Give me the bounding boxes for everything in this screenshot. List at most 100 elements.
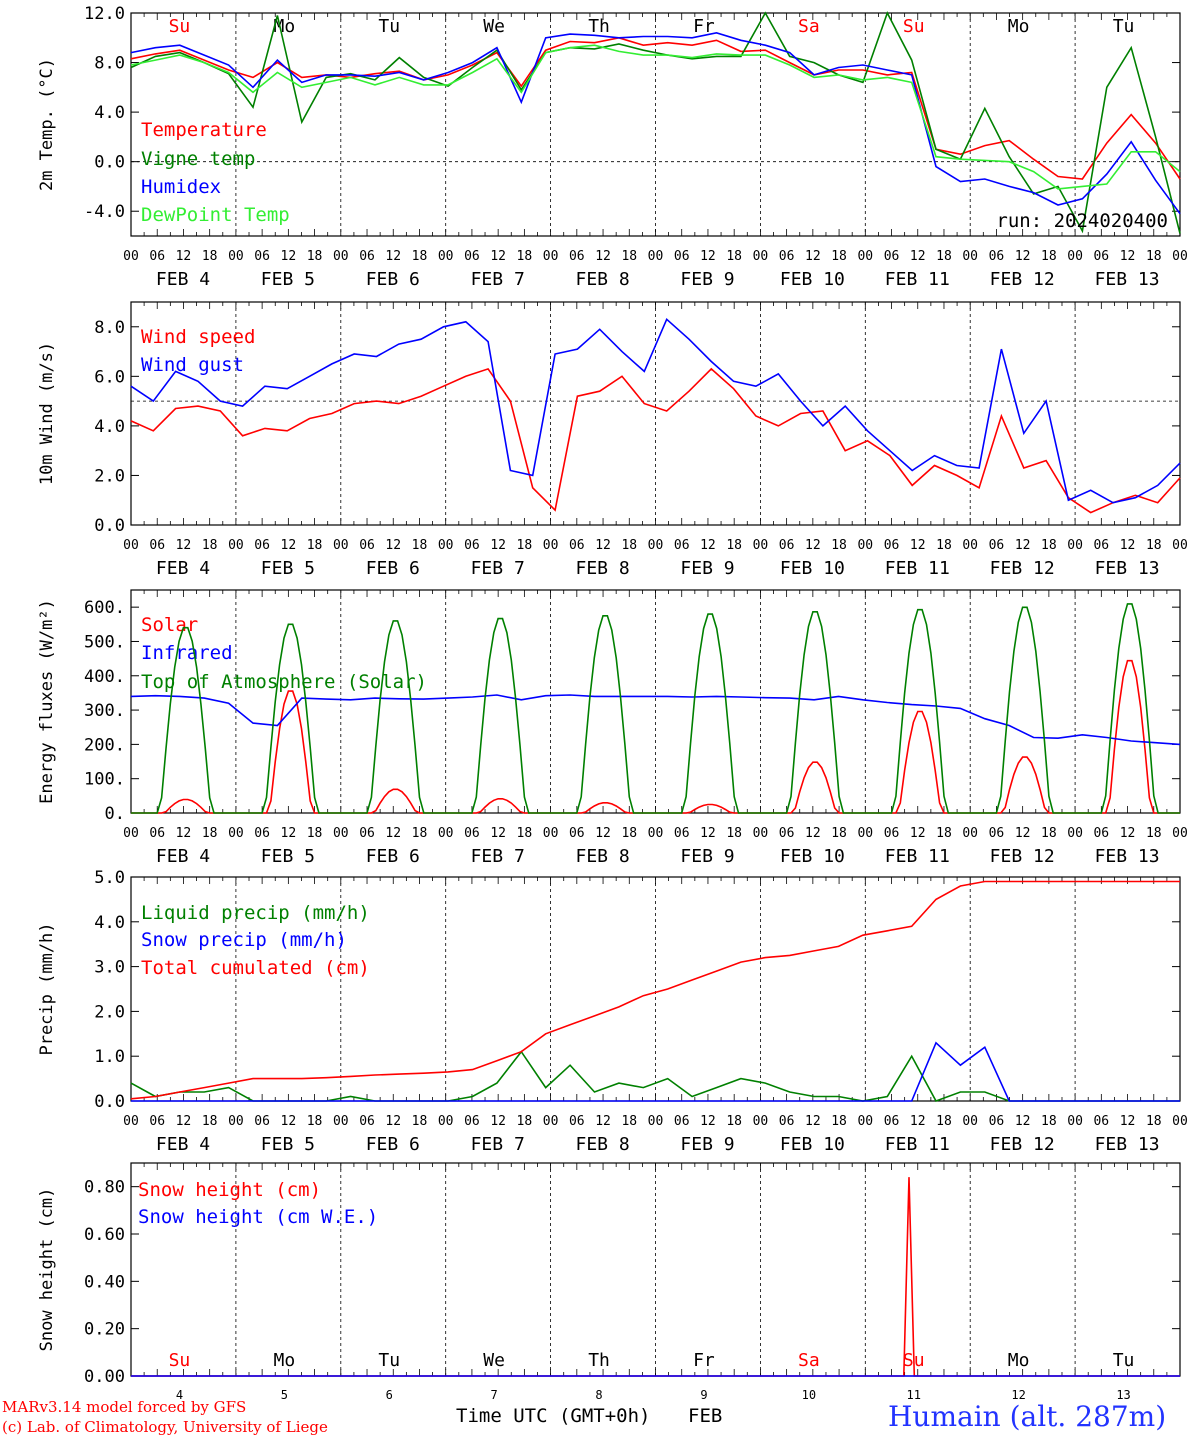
hour-label: 06 [779,538,795,553]
hour-label: 12 [910,249,926,264]
hour-label: 06 [149,826,165,841]
hour-label: 06 [1093,249,1109,264]
hour-label: 18 [412,538,428,553]
hour-label: 18 [517,538,533,553]
station-name: Humain (alt. 287m) [888,1400,1167,1433]
hour-label: 12 [805,538,821,553]
hour-label: 12 [1120,1114,1136,1129]
model-credit: MARv3.14 model forced by GFS [2,1398,247,1416]
hour-label: 00 [228,538,244,553]
day-label: FEB 12 [990,558,1055,579]
hour-label: 00 [543,826,559,841]
hour-label: 00 [228,826,244,841]
hour-label: 18 [1146,538,1162,553]
hour-label: 18 [831,249,847,264]
day-label: FEB 11 [885,269,950,290]
hour-label: 06 [884,538,900,553]
hour-label: 12 [805,1114,821,1129]
y-tick-label: 0.60 [84,1225,125,1245]
hour-label: 06 [464,538,480,553]
day-label: FEB 4 [156,269,210,290]
y-tick-label: 0.00 [84,1367,125,1387]
y-tick-label: 4.0 [94,913,125,933]
lab-credit: (c) Lab. of Climatology, University of L… [2,1418,328,1436]
day-number: 11 [907,1388,921,1402]
hour-label: 18 [307,538,323,553]
hour-label: 00 [123,1114,139,1129]
hour-label: 12 [910,538,926,553]
hour-label: 18 [202,826,218,841]
y-tick-label: 5.0 [94,868,125,888]
y-tick-label: 0. [105,804,125,824]
hour-label: 18 [936,538,952,553]
hour-label: 00 [962,538,978,553]
day-label: FEB 5 [261,846,315,867]
hour-label: 12 [595,1114,611,1129]
y-tick-label: -4.0 [84,202,125,222]
legend-entry: Total cumulated (cm) [141,957,370,979]
day-label: FEB 13 [1095,558,1160,579]
hour-label: 18 [831,538,847,553]
hour-label: 00 [333,826,349,841]
day-label: FEB 5 [261,558,315,579]
y-tick-label: 300. [84,701,125,721]
hour-label: 00 [1067,249,1083,264]
hour-label: 06 [149,1114,165,1129]
hour-label: 12 [385,826,401,841]
weekday-label: Mo [1008,1350,1030,1371]
day-label: FEB 9 [680,558,734,579]
y-tick-label: 0.20 [84,1320,125,1340]
hour-label: 18 [726,1114,742,1129]
y-tick-label: 0.0 [94,516,125,536]
hour-label: 18 [412,1114,428,1129]
hour-label: 18 [726,249,742,264]
y-tick-label: 2.0 [94,1002,125,1022]
day-label: FEB 8 [576,558,630,579]
series-line-vigne-temp [130,10,1181,234]
hour-label: 06 [779,249,795,264]
day-label: FEB 9 [680,1134,734,1155]
legend-entry: Infrared [141,642,233,664]
hour-label: 00 [1172,538,1188,553]
day-label: FEB 8 [576,269,630,290]
weekday-label: Tu [378,1350,400,1371]
day-label: FEB 10 [780,269,845,290]
y-tick-label: 400. [84,667,125,687]
series-line-humidex [130,31,1181,215]
hour-label: 18 [621,249,637,264]
weekday-label: Fr [693,16,715,37]
hour-label: 18 [412,249,428,264]
hour-label: 00 [648,249,664,264]
day-number: 13 [1116,1388,1130,1402]
legend-entry: Snow height (cm W.E.) [138,1206,378,1228]
hour-label: 12 [805,249,821,264]
hour-label: 00 [648,538,664,553]
hour-label: 06 [779,826,795,841]
hour-label: 06 [569,538,585,553]
hour-label: 06 [359,826,375,841]
day-number: 10 [802,1388,816,1402]
y-tick-label: 2.0 [94,466,125,486]
hour-label: 06 [1093,1114,1109,1129]
hour-label: 06 [1093,826,1109,841]
hour-label: 18 [936,1114,952,1129]
legend-entry: Top of Atmosphere (Solar) [141,671,427,693]
series-line-wind-gust [130,317,1181,504]
hour-label: 18 [936,826,952,841]
hour-label: 12 [1120,538,1136,553]
hour-label: 18 [831,1114,847,1129]
legend-entry: Humidex [141,176,221,198]
y-axis-label: 2m Temp. (°C) [37,58,57,191]
legend-entry: Wind speed [141,326,255,348]
hour-label: 00 [962,249,978,264]
hour-label: 18 [202,538,218,553]
legend-entry: Vigne temp [141,148,255,170]
hour-label: 00 [333,1114,349,1129]
hour-label: 00 [962,1114,978,1129]
hour-label: 06 [359,249,375,264]
hour-label: 12 [700,826,716,841]
hour-label: 00 [962,826,978,841]
y-tick-label: 0.0 [94,1092,125,1112]
day-label: FEB 10 [780,846,845,867]
hour-label: 12 [1120,826,1136,841]
